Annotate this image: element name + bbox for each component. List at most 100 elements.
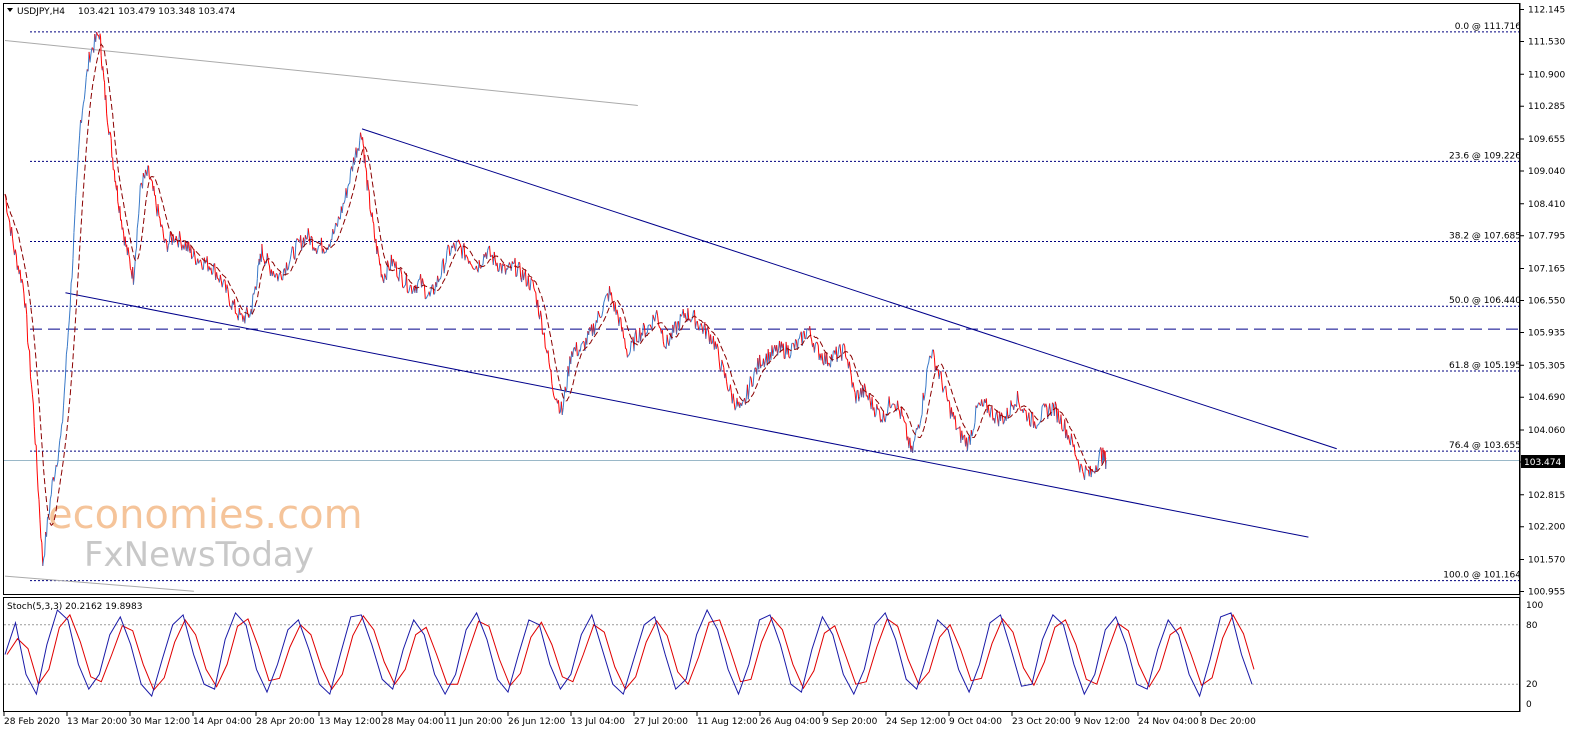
price-segment — [1071, 439, 1074, 448]
price-segment — [973, 422, 976, 429]
price-segment — [458, 242, 461, 245]
price-segment — [190, 246, 193, 260]
price-segment — [445, 250, 448, 263]
price-segment — [280, 274, 283, 280]
current-price-tag-bg — [1521, 455, 1565, 468]
price-segment — [440, 261, 443, 276]
price-segment — [519, 263, 522, 278]
price-segment — [368, 191, 371, 210]
price-segment — [73, 214, 76, 233]
price-segment — [558, 411, 561, 414]
price-segment — [180, 240, 183, 251]
price-segment — [608, 286, 611, 296]
price-segment — [386, 260, 389, 280]
price-segment — [864, 383, 866, 389]
price-segment — [396, 276, 399, 278]
x-tick-label: 9 Sep 20:00 — [823, 717, 878, 727]
price-segment — [693, 310, 696, 329]
price-segment — [593, 326, 596, 335]
price-segment — [318, 244, 320, 247]
price-segment — [726, 381, 729, 389]
price-segment — [407, 290, 410, 294]
price-segment — [76, 164, 79, 180]
x-tick-label: 13 Jul 04:00 — [571, 717, 625, 727]
price-segment — [443, 264, 446, 274]
y-tick-label: 100.955 — [1528, 588, 1565, 598]
price-segment — [1032, 412, 1035, 428]
price-segment — [537, 299, 540, 315]
price-segment — [903, 420, 906, 423]
price-segment — [909, 437, 912, 451]
price-segment — [747, 388, 750, 400]
price-segment — [532, 280, 535, 289]
price-segment — [912, 441, 915, 453]
price-segment — [717, 348, 720, 360]
price-segment — [30, 384, 33, 395]
price-segment — [140, 182, 143, 185]
price-segment — [369, 209, 372, 214]
price-segment — [902, 416, 905, 422]
price-segment — [42, 558, 45, 566]
y-tick-label: 109.040 — [1528, 167, 1565, 177]
price-segment — [884, 414, 887, 423]
price-segment — [1066, 429, 1069, 440]
price-segment — [49, 494, 52, 499]
price-segment — [511, 261, 514, 264]
watermark-line1: economies.com — [48, 492, 363, 538]
price-segment — [210, 267, 213, 275]
chevron-down-icon[interactable] — [7, 8, 13, 12]
price-segment — [179, 231, 182, 241]
price-segment — [54, 465, 57, 475]
price-series — [4, 31, 1107, 566]
price-segment — [22, 284, 25, 294]
price-segment — [1034, 421, 1036, 428]
price-segment — [678, 314, 681, 331]
price-segment — [510, 261, 513, 271]
price-segment — [5, 198, 8, 213]
gray-resistance-line — [4, 39, 638, 106]
price-segment — [954, 415, 957, 430]
x-tick-label: 14 Apr 04:00 — [193, 717, 252, 727]
price-segment — [515, 275, 518, 278]
price-segment — [235, 313, 238, 316]
price-segment — [524, 270, 527, 287]
price-segment — [1038, 421, 1041, 424]
price-segment — [772, 348, 775, 357]
price-segment — [346, 186, 349, 198]
price-segment — [405, 273, 408, 293]
price-segment — [450, 245, 453, 253]
price-segment — [392, 258, 395, 263]
price-segment — [839, 344, 842, 354]
price-segment — [48, 498, 51, 514]
price-segment — [161, 224, 164, 229]
price-segment — [557, 400, 560, 414]
price-segment — [297, 239, 300, 241]
symbol-timeframe: USDJPY,H4 — [17, 7, 65, 17]
price-segment — [700, 323, 703, 327]
price-segment — [1017, 391, 1019, 402]
price-segment — [231, 300, 234, 310]
price-segment — [43, 555, 46, 559]
price-segment — [423, 283, 425, 286]
price-segment — [119, 206, 122, 221]
price-segment — [32, 403, 35, 427]
price-segment — [380, 263, 382, 278]
price-segment — [886, 406, 889, 416]
stoch-params-label: Stoch(5,3,3) 20.2162 19.8983 — [7, 602, 142, 612]
price-segment — [91, 47, 94, 49]
price-segment — [33, 426, 36, 445]
price-segment — [89, 53, 92, 63]
y-tick-label: 105.305 — [1528, 361, 1565, 371]
price-segment — [150, 178, 153, 181]
price-segment — [90, 47, 93, 54]
price-segment — [925, 369, 928, 387]
price-segment — [46, 517, 49, 537]
price-segment — [656, 310, 659, 316]
price-segment — [946, 395, 949, 402]
price-segment — [729, 384, 732, 393]
price-segment — [317, 245, 320, 251]
price-segment — [28, 348, 31, 352]
price-segment — [1025, 410, 1028, 422]
price-segment — [138, 185, 141, 202]
price-segment — [38, 499, 41, 520]
